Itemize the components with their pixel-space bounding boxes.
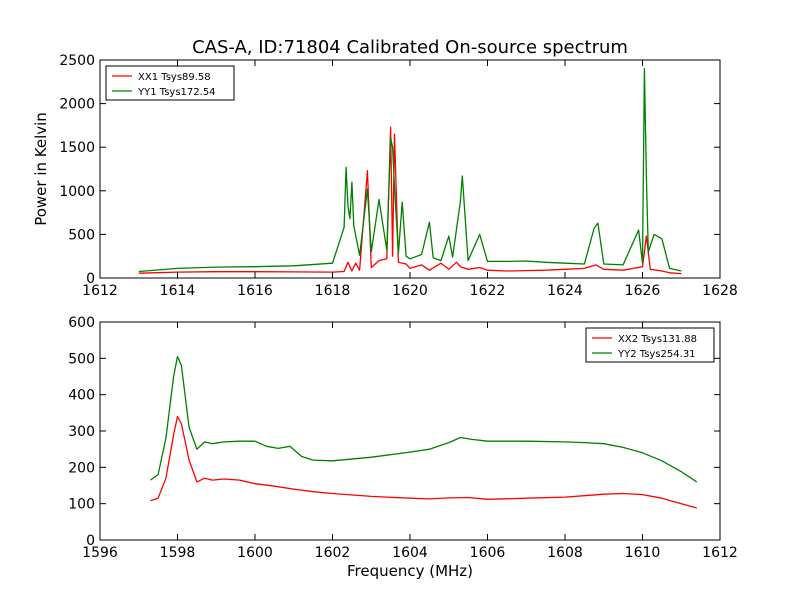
y-tick-label: 0: [86, 533, 95, 549]
legend-entry: XX2 Tsys131.88: [618, 334, 697, 345]
y-tick-label: 2000: [59, 97, 95, 113]
top-spectrum-chart: CAS-A, ID:71804 Calibrated On-source spe…: [32, 37, 738, 299]
x-tick-label: 1608: [547, 545, 583, 561]
legend-entry: XX1 Tsys89.58: [138, 72, 211, 83]
x-tick-label: 1618: [315, 283, 351, 299]
axis-ticks: 1612 1614 1616 1618 1620 1622 1624 1626 1628 0 500…: [59, 53, 737, 299]
legend-entry: YY1 Tsys172.54: [137, 87, 216, 98]
series-line-1: [150, 415, 697, 509]
y-tick-label: 500: [68, 227, 95, 243]
legend-entry: YY2 Tsys254.31: [617, 349, 696, 360]
x-tick-label: 1612: [82, 283, 118, 299]
legend: XX2 Tsys131.88 YY2 Tsys254.31: [585, 327, 715, 363]
plot-frame: [99, 321, 721, 541]
x-tick-label: 1600: [237, 545, 273, 561]
y-tick-label: 200: [68, 460, 95, 476]
x-tick-label: 1598: [160, 545, 196, 561]
chart-title: CAS-A, ID:71804 Calibrated On-source spe…: [192, 37, 628, 58]
x-tick-label: 1628: [702, 283, 738, 299]
y-axis-label: Power in Kelvin: [32, 112, 50, 226]
legend: XX1 Tsys89.58 YY1 Tsys172.54: [105, 65, 235, 101]
y-tick-label: 500: [68, 351, 95, 367]
y-tick-label: 0: [86, 271, 95, 287]
series-line-2: [150, 355, 698, 483]
legend-box: [585, 327, 715, 363]
y-tick-label: 1500: [59, 140, 95, 156]
x-tick-label: 1622: [470, 283, 506, 299]
x-tick-label: 1610: [625, 545, 661, 561]
x-tick-label: 1612: [702, 545, 738, 561]
x-tick-label: 1606: [470, 545, 506, 561]
y-tick-label: 1000: [59, 184, 95, 200]
series-lines: [150, 355, 698, 509]
series-line-2: [138, 68, 682, 273]
bottom-spectrum-chart: Frequency (MHz) 1596 1598 1600 1602 1604 1606…: [68, 315, 738, 580]
plot-frame: [99, 59, 721, 279]
y-tick-label: 300: [68, 424, 95, 440]
x-tick-label: 1602: [315, 545, 351, 561]
x-axis-label: Frequency (MHz): [347, 562, 473, 580]
y-tick-label: 100: [68, 497, 95, 513]
x-tick-label: 1624: [547, 283, 583, 299]
series-line-1: [138, 126, 682, 275]
x-tick-label: 1596: [82, 545, 118, 561]
series-lines: [138, 68, 682, 275]
x-tick-label: 1620: [392, 283, 428, 299]
x-tick-label: 1604: [392, 545, 428, 561]
y-tick-label: 400: [68, 388, 95, 404]
x-tick-label: 1616: [237, 283, 273, 299]
y-tick-label: 2500: [59, 53, 95, 69]
legend-box: [105, 65, 235, 101]
x-tick-label: 1614: [160, 283, 196, 299]
y-tick-label: 600: [68, 315, 95, 331]
x-tick-label: 1626: [625, 283, 661, 299]
axis-ticks: 1596 1598 1600 1602 1604 1606 1608 1610 1612 0 100…: [68, 315, 738, 561]
